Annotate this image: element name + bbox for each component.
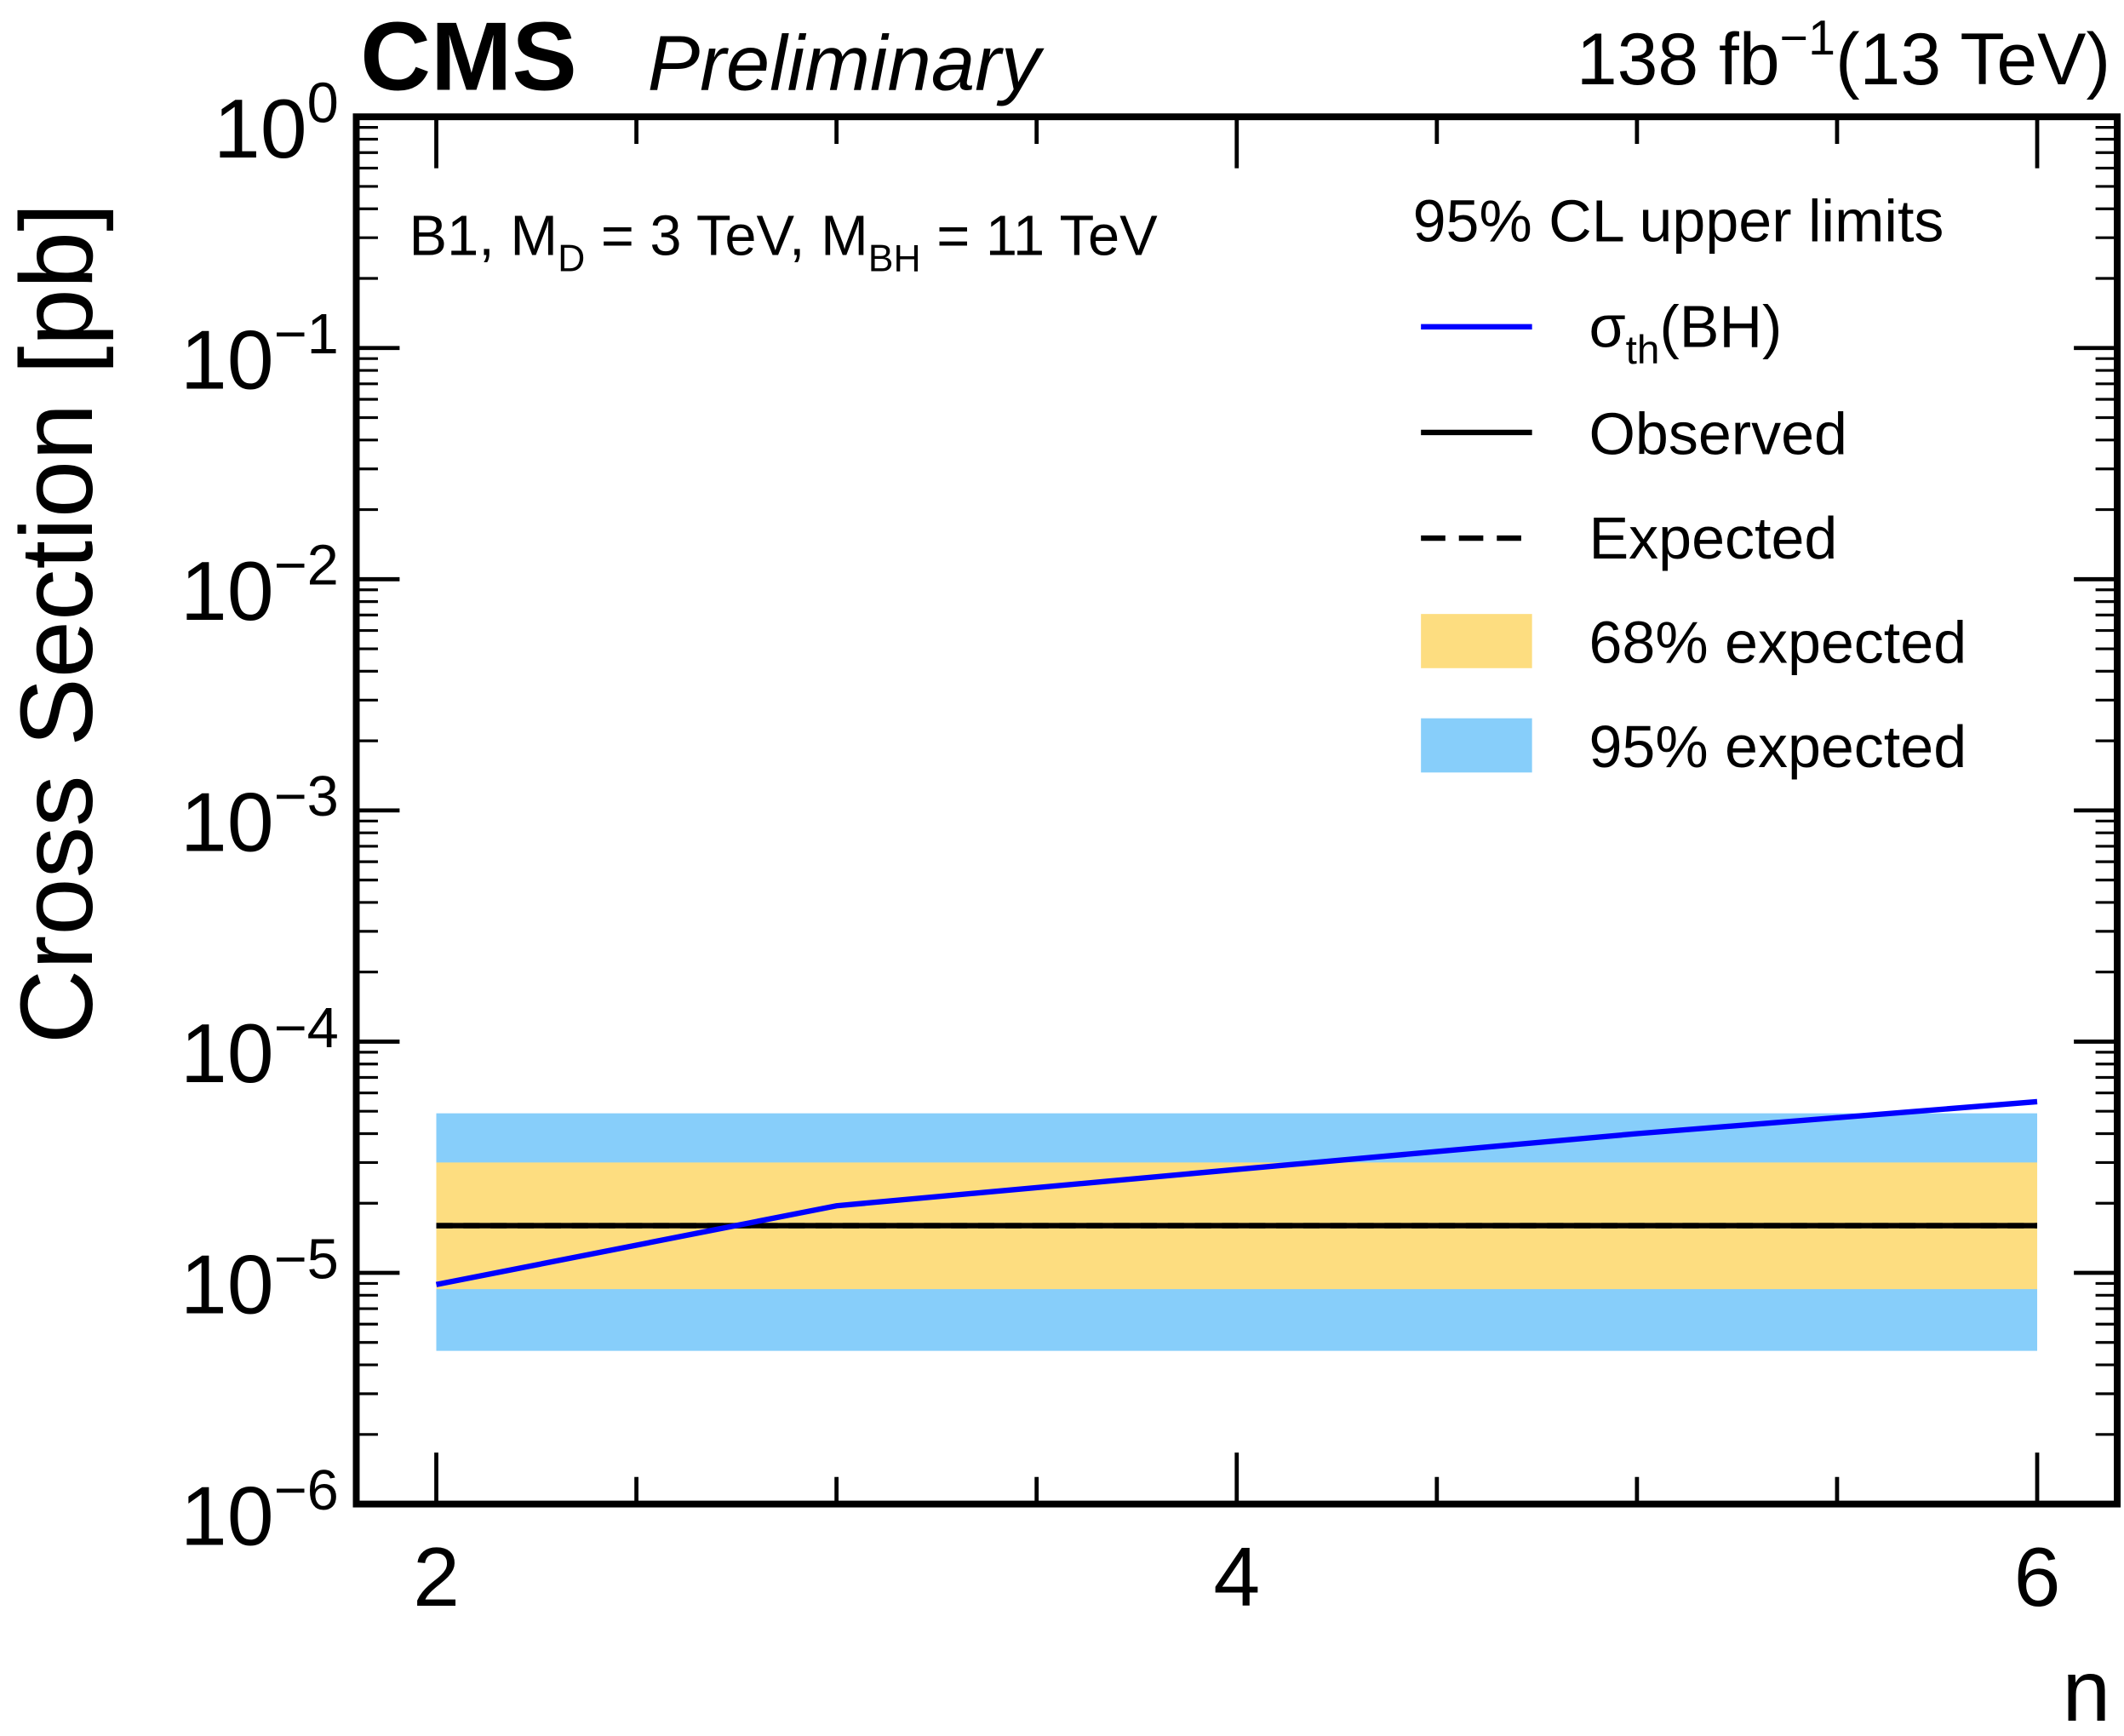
y-tick-exponent: −2 xyxy=(274,535,339,598)
y-tick-base: 10 xyxy=(180,776,274,869)
y-tick-exponent: −4 xyxy=(274,997,339,1060)
y-tick-base: 10 xyxy=(180,1006,274,1100)
lumi-label: 138 fb−1(13 TeV) xyxy=(1577,11,2110,100)
x-tick-label: 6 xyxy=(2014,1530,2061,1624)
legend-68: 68% expected xyxy=(1589,609,1967,675)
y-tick-label: 100 xyxy=(214,72,339,175)
y-tick-base: 10 xyxy=(214,82,307,175)
y-tick-base: 10 xyxy=(180,312,274,406)
x-axis-label: n xyxy=(2062,1642,2110,1736)
y-tick-label: 10−4 xyxy=(180,997,339,1100)
bands-layer xyxy=(436,1113,2038,1351)
model-annotation: B1, MD = 3 TeV, MBH = 11 TeV xyxy=(409,204,1159,279)
x-tick-label: 2 xyxy=(413,1530,460,1624)
y-tick-exponent: −6 xyxy=(274,1459,339,1522)
y-axis-label: Cross Section [pb] xyxy=(0,203,114,1044)
legend-observed: Observed xyxy=(1589,400,1846,467)
energy: (13 TeV) xyxy=(1835,19,2110,100)
y-tick-label: 10−6 xyxy=(180,1459,339,1562)
y-tick-base: 10 xyxy=(180,1469,274,1562)
legend-68-swatch xyxy=(1421,614,1532,668)
legend-expected: Expected xyxy=(1589,505,1837,571)
series--th-bh- xyxy=(435,1098,2038,1287)
y-tick-base: 10 xyxy=(180,544,274,638)
axis-ticks xyxy=(356,114,2118,1506)
legend-95-swatch xyxy=(1421,718,1532,773)
legend: 95% CL upper limits σth(BH) Observed Exp… xyxy=(1413,188,1967,780)
y-tick-exponent: 0 xyxy=(307,72,339,135)
cms-label: CMS xyxy=(360,2,577,111)
lumi-exponent: −1 xyxy=(1780,11,1835,66)
lumi-value: 138 fb xyxy=(1577,19,1780,100)
y-tick-label: 10−5 xyxy=(180,1228,339,1331)
legend-title: 95% CL upper limits xyxy=(1413,188,1944,255)
plot-frame xyxy=(352,113,2121,1508)
x-tick-label: 4 xyxy=(1213,1530,1260,1624)
y-tick-exponent: −1 xyxy=(274,303,339,366)
legend-95: 95% expected xyxy=(1589,713,1967,780)
y-tick-label: 10−1 xyxy=(180,303,339,406)
y-tick-base: 10 xyxy=(180,1238,274,1332)
y-tick-exponent: −5 xyxy=(274,1228,339,1291)
y-tick-label: 10−2 xyxy=(180,535,339,638)
y-tick-label: 10−3 xyxy=(180,765,339,868)
preliminary-label: Preliminary xyxy=(648,18,1045,106)
lines-layer xyxy=(435,1098,2038,1287)
y-tick-exponent: −3 xyxy=(274,765,339,828)
legend-theory: σth(BH) xyxy=(1589,294,1782,373)
